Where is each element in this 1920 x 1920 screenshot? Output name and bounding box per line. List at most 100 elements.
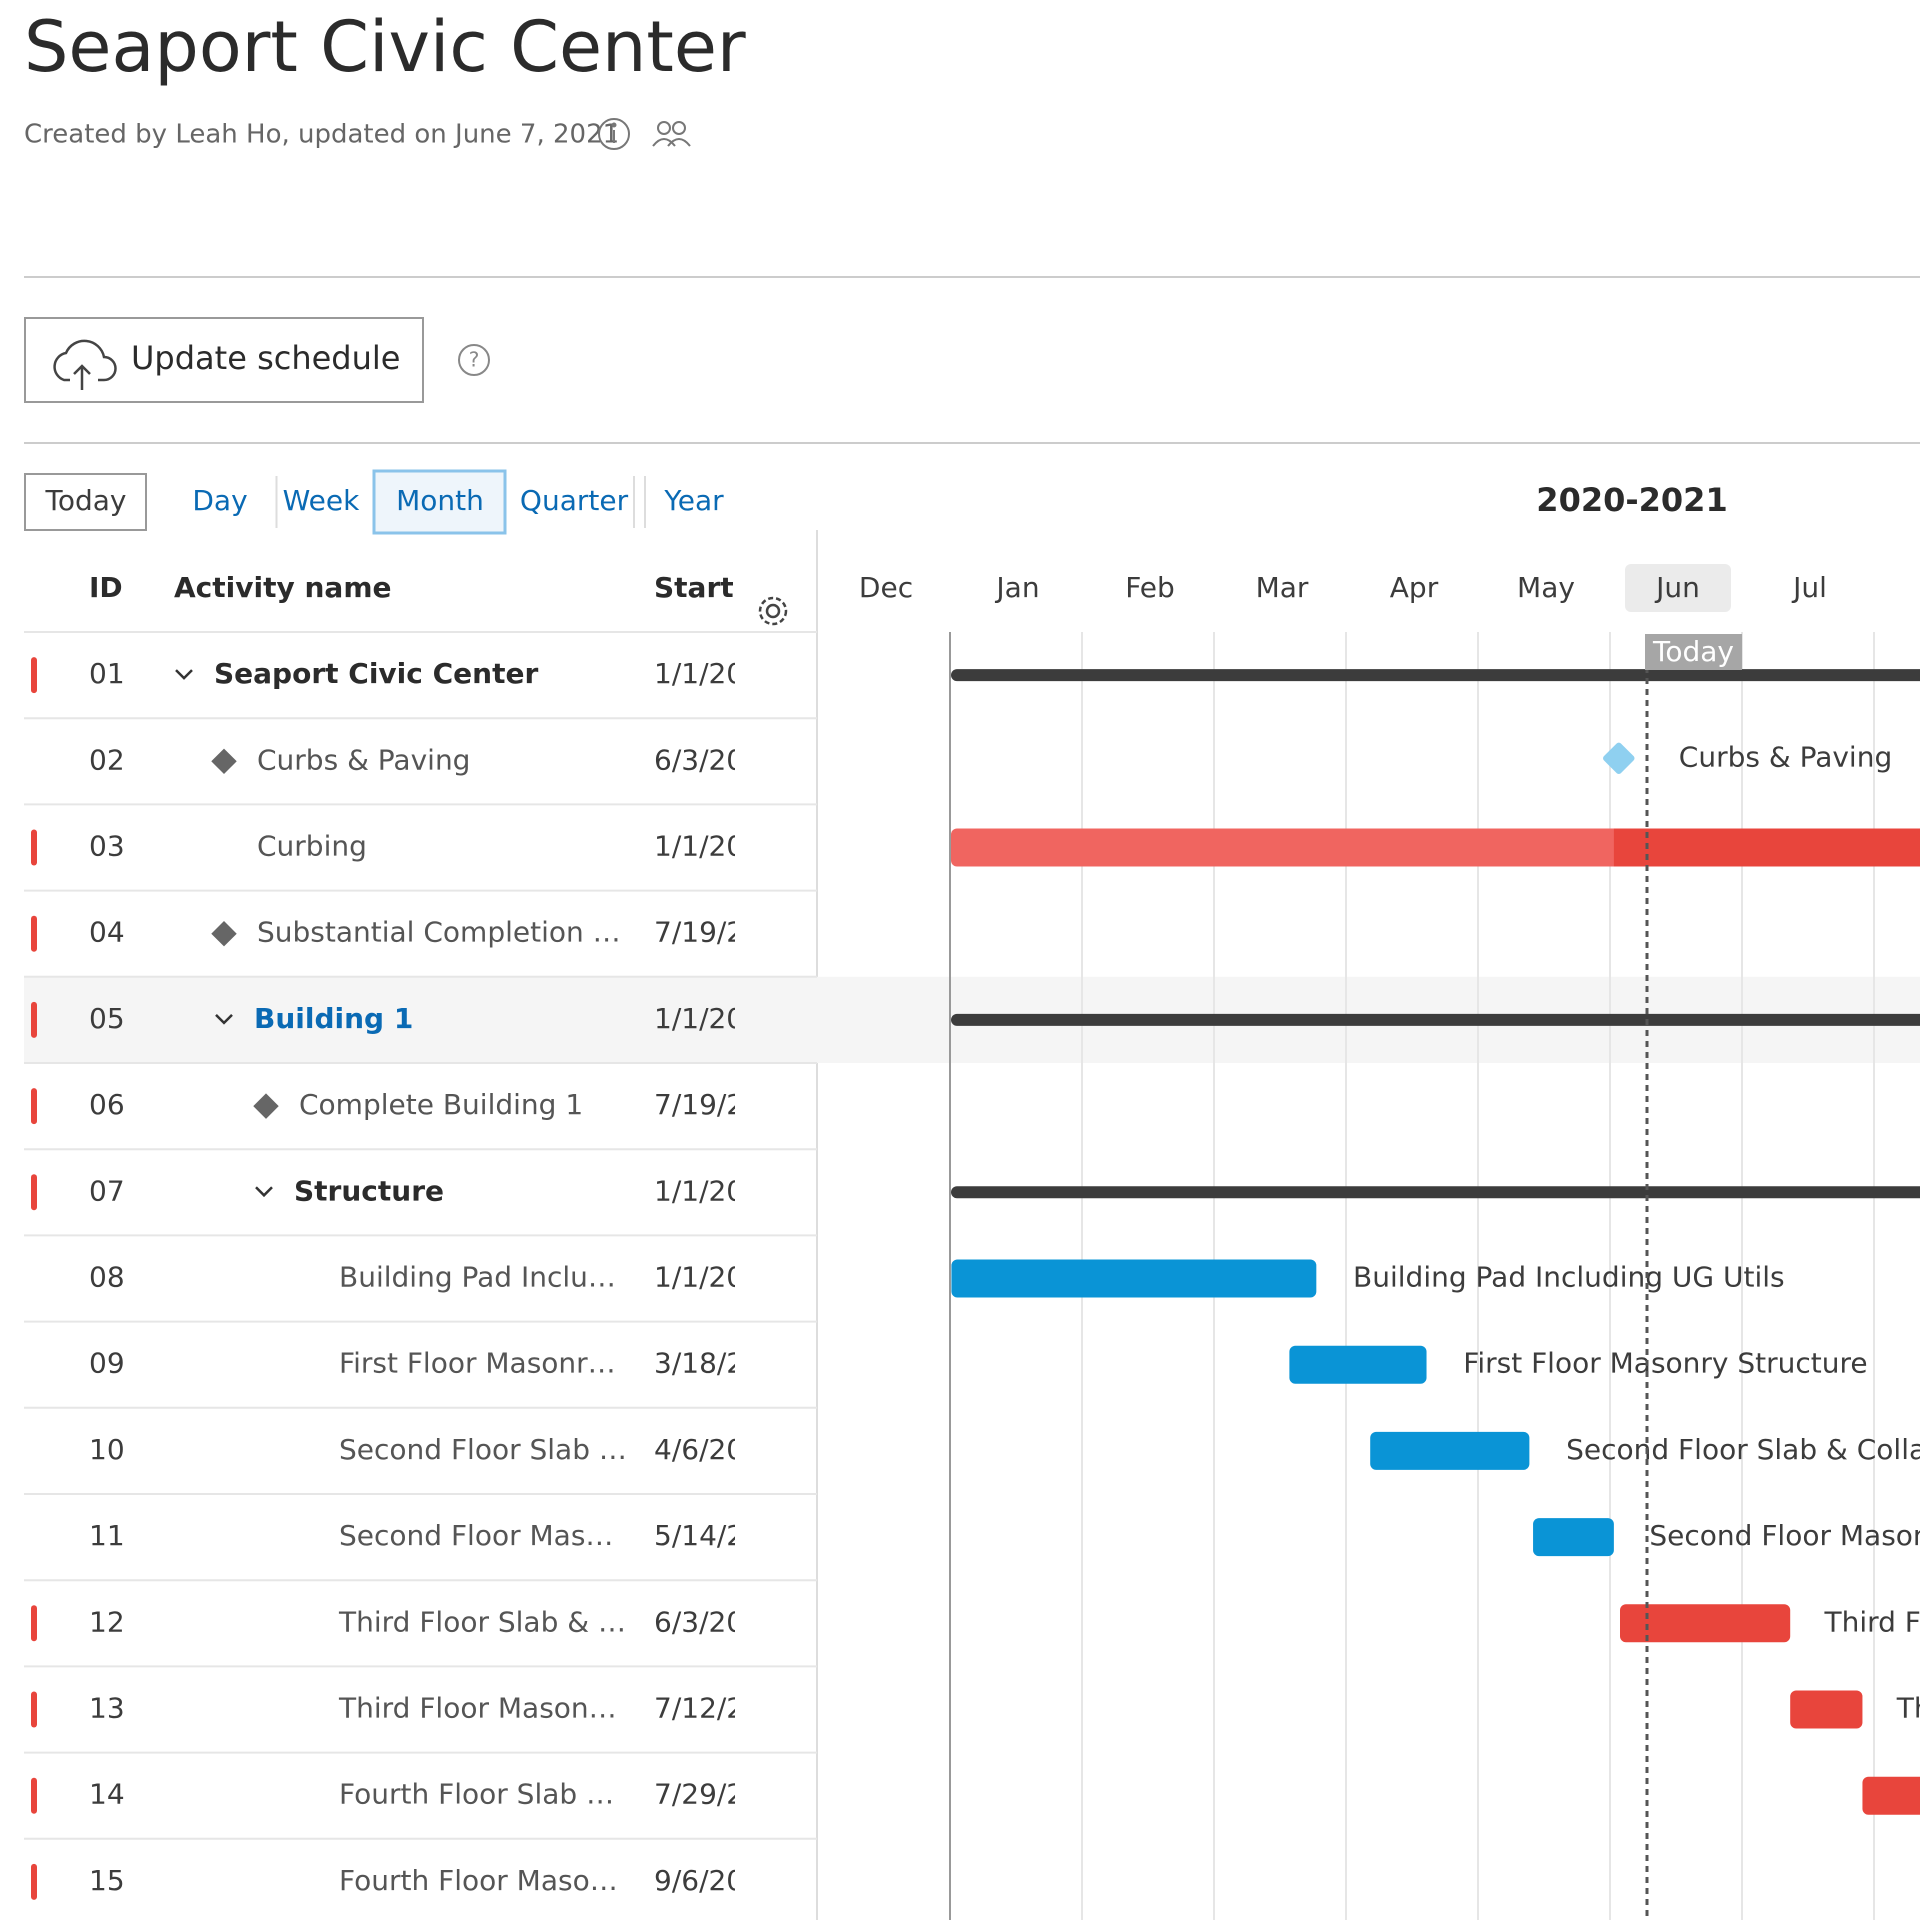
month-label: Feb <box>1125 571 1175 604</box>
activity-name[interactable]: Building Pad Inclu… <box>339 1261 616 1294</box>
row-id: 09 <box>89 1347 125 1380</box>
bar-label: Second Floor Slab & Collar <box>1566 1433 1920 1466</box>
start-date: 1/1/20 <box>654 1174 744 1207</box>
critical-flag <box>31 1691 37 1728</box>
scale-tab[interactable]: Quarter <box>520 484 629 517</box>
scale-tab[interactable]: Year <box>663 484 724 517</box>
start-date: 7/19/2 <box>654 916 744 949</box>
critical-flag <box>31 1088 37 1125</box>
critical-flag <box>31 829 37 866</box>
bar-label: Building Pad Including UG Utils <box>1353 1261 1785 1294</box>
settings-icon[interactable] <box>758 596 788 626</box>
activity-name[interactable]: Curbing <box>257 830 367 863</box>
month-label: Jan <box>994 571 1039 604</box>
info-icon[interactable] <box>598 118 630 150</box>
activity-name[interactable]: Substantial Completion … <box>257 916 621 949</box>
task-bar <box>951 1259 1317 1298</box>
month-label: Apr <box>1390 571 1439 604</box>
expand-chevron[interactable] <box>215 1014 233 1025</box>
help-icon[interactable]: ? <box>458 344 490 376</box>
subtitle: Created by Leah Ho, updated on June 7, 2… <box>24 120 619 150</box>
summary-bar <box>951 669 1920 682</box>
scale-tab[interactable]: Day <box>192 484 247 517</box>
start-date: 1/1/20 <box>654 1261 744 1294</box>
row-id: 02 <box>89 743 125 776</box>
scale-tab-selected <box>372 469 507 535</box>
row-id: 03 <box>89 830 125 863</box>
critical-flag <box>31 1777 37 1814</box>
column-header: ID <box>89 571 123 604</box>
activity-name[interactable]: Seaport Civic Center <box>214 657 538 690</box>
task-bar-progress <box>951 828 1651 867</box>
row-id: 15 <box>89 1864 125 1897</box>
start-date: 6/3/20 <box>654 743 744 776</box>
today-button[interactable] <box>24 473 147 531</box>
milestone-icon <box>211 920 237 947</box>
bar-label: Third F <box>1823 1605 1920 1638</box>
activity-name[interactable]: Fourth Floor Slab … <box>339 1778 614 1811</box>
task-bar <box>1533 1518 1614 1557</box>
summary-bar <box>951 1013 1920 1026</box>
row-id: 13 <box>89 1692 125 1725</box>
activity-name[interactable]: Fourth Floor Maso… <box>339 1864 618 1897</box>
svg-text:?: ? <box>469 348 480 372</box>
period-label: 2020-2021 <box>1536 481 1727 519</box>
row-id: 07 <box>89 1174 125 1207</box>
scale-tab[interactable]: Week <box>283 484 360 517</box>
update-button-label[interactable]: Update schedule <box>131 339 400 377</box>
start-date: 7/12/2 <box>654 1692 744 1725</box>
start-date: 1/1/20 <box>654 657 744 690</box>
bar-label: First Floor Masonry Structure <box>1463 1347 1867 1380</box>
critical-flag <box>31 915 37 952</box>
start-date: 1/1/20 <box>654 1002 744 1035</box>
month-label: Jul <box>1791 571 1827 604</box>
month-label: Dec <box>859 571 913 604</box>
members-icon[interactable] <box>652 121 691 147</box>
row-id: 04 <box>89 916 125 949</box>
start-date: 7/29/2 <box>654 1778 744 1811</box>
today-tag <box>1645 634 1742 670</box>
activity-name[interactable]: First Floor Masonr… <box>339 1347 616 1380</box>
summary-bar <box>951 1186 1920 1199</box>
task-bar <box>1790 1690 1863 1729</box>
milestone-icon <box>211 748 237 775</box>
milestone-marker <box>1603 742 1635 775</box>
today-tag-label: Today <box>1652 635 1734 668</box>
row-id: 11 <box>89 1519 125 1552</box>
scale-tab[interactable]: Month <box>396 484 484 517</box>
critical-flag <box>31 1863 37 1900</box>
month-label: Jun <box>1654 571 1700 604</box>
month-label: Mar <box>1256 571 1309 604</box>
start-date: 5/14/2 <box>654 1519 744 1552</box>
start-date: 6/3/20 <box>654 1605 744 1638</box>
bar-label: Second Floor Mason <box>1649 1519 1920 1552</box>
critical-flag <box>31 1001 37 1038</box>
today-button-label[interactable]: Today <box>45 484 127 517</box>
activity-name[interactable]: Curbs & Paving <box>257 743 470 776</box>
activity-name[interactable]: Third Floor Mason… <box>338 1692 617 1725</box>
column-header: Start <box>654 571 734 604</box>
upload-icon <box>53 339 117 390</box>
critical-flag <box>31 1174 37 1211</box>
task-bar <box>1620 1604 1791 1643</box>
start-date: 9/6/20 <box>654 1864 744 1897</box>
start-date: 7/19/2 <box>654 1088 744 1121</box>
row-id: 05 <box>89 1002 125 1035</box>
activity-name[interactable]: Second Floor Mas… <box>339 1519 613 1552</box>
activity-name[interactable]: Second Floor Slab … <box>339 1433 627 1466</box>
activity-name[interactable]: Complete Building 1 <box>299 1088 583 1121</box>
task-bar <box>1370 1431 1530 1470</box>
activity-name[interactable]: Building 1 <box>254 1002 413 1035</box>
row-id: 06 <box>89 1088 125 1121</box>
critical-flag <box>31 1605 37 1642</box>
update-button[interactable] <box>24 317 424 403</box>
month-label: May <box>1517 571 1575 604</box>
page-title: Seaport Civic Center <box>24 6 746 88</box>
row-id: 08 <box>89 1261 125 1294</box>
expand-chevron[interactable] <box>175 669 193 680</box>
activity-name[interactable]: Third Floor Slab & … <box>338 1605 626 1638</box>
expand-chevron[interactable] <box>255 1186 273 1198</box>
row-id: 12 <box>89 1605 125 1638</box>
activity-name[interactable]: Structure <box>294 1174 444 1207</box>
start-date: 1/1/20 <box>654 830 744 863</box>
